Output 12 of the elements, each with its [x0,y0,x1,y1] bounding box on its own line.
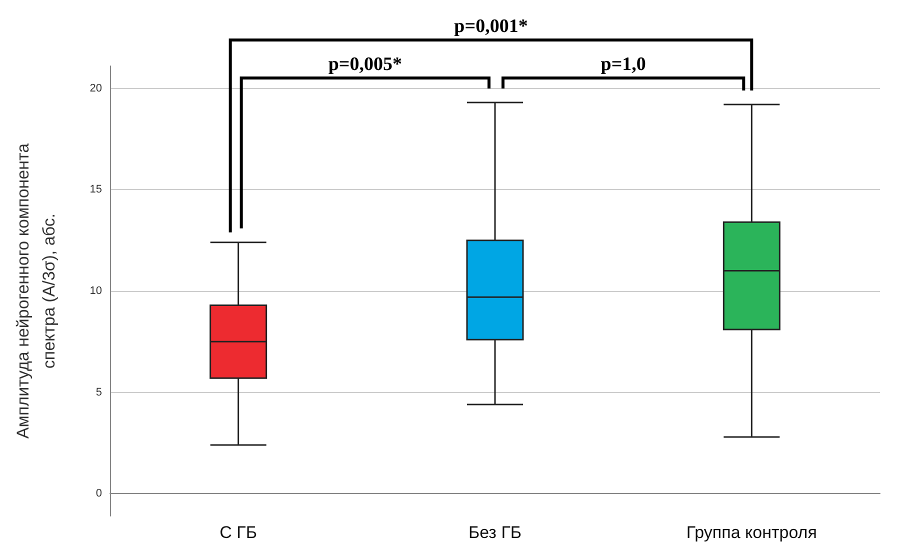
y-tick-label: 20 [90,82,102,94]
y-tick-label: 10 [90,285,102,297]
annotation: p=1,0 [600,54,646,75]
y-tick-label: 5 [96,386,102,398]
text: p=0,001* [454,16,528,37]
y-tick-label: 15 [90,184,102,196]
x-tick-label: Группа контроля [686,523,817,542]
x-tick-label: Без ГБ [468,523,522,542]
annotation: p=0,005* [328,54,402,75]
y-tick-label: 0 [96,488,102,500]
x-tick-label: С ГБ [220,523,258,542]
y-axis-title: Амплитуда нейрогенного компонента спектра (А/3σ), абс. [14,142,58,439]
